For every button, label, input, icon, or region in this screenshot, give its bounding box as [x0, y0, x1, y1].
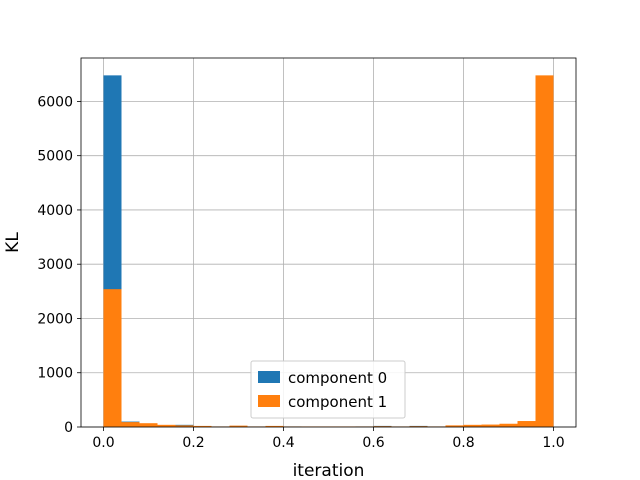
bar-series1-bin4: [175, 425, 194, 427]
x-tick-label-0: 0.0: [92, 435, 114, 451]
y-tick-label-2: 2000: [37, 311, 73, 327]
y-tick-label-0: 0: [64, 420, 73, 436]
bar-series1-bin2: [139, 423, 158, 427]
bar-series1-bin21: [481, 424, 500, 427]
bar-series1-bin24: [535, 75, 554, 427]
x-tick-label-5: 1.0: [542, 435, 564, 451]
bar-series1-bin22: [499, 423, 518, 427]
bar-series1-bin20: [463, 424, 482, 427]
x-tick-label-1: 0.2: [182, 435, 204, 451]
x-tick-label-2: 0.4: [272, 435, 294, 451]
legend-label-0: component 0: [288, 369, 387, 387]
y-axis-label: KL: [3, 232, 23, 253]
plot-frame: [80, 57, 577, 428]
x-axis-label: iteration: [293, 461, 365, 480]
x-tick-label-4: 0.8: [452, 435, 474, 451]
bar-series1-bin1: [121, 422, 140, 427]
bars-layer: [103, 75, 554, 427]
bar-series1-bin9: [265, 425, 284, 427]
y-tick-label-1: 1000: [37, 366, 73, 382]
y-tick-label-3: 3000: [37, 257, 73, 273]
legend-swatch-0: [258, 371, 280, 383]
bar-series1-bin15: [373, 426, 392, 427]
bar-series1-bin19: [445, 425, 464, 427]
y-tick-label-5: 5000: [37, 149, 73, 165]
legend-label-1: component 1: [288, 393, 387, 411]
legend-swatch-1: [258, 395, 280, 407]
legend: component 0 component 1: [250, 360, 406, 419]
bar-series1-bin17: [409, 426, 428, 427]
axes-layer: 0.0 0.2 0.4 0.6 0.8 1.0 0 1000 2000 3000 4000 5000 6…: [37, 57, 577, 451]
bar-series1-bin7: [229, 425, 248, 427]
y-tick-label-6: 6000: [37, 94, 73, 110]
legend-box: [250, 360, 406, 419]
bar-series1-bin0: [103, 289, 122, 427]
bar-series1-bin3: [157, 424, 176, 427]
bar-series1-bin23: [517, 421, 536, 427]
x-tick-label-3: 0.6: [362, 435, 384, 451]
bar-series1-bin5: [193, 425, 212, 427]
y-tick-label-4: 4000: [37, 203, 73, 219]
